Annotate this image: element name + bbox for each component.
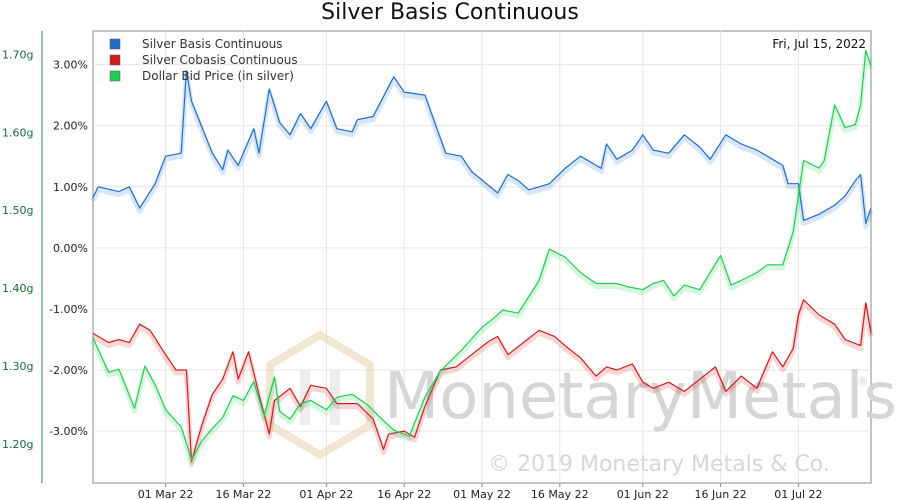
x-tick-label: 01 Jul 22 [774,488,822,500]
left-axis-tick-label: 1.20g [2,438,33,451]
left-axis-tick-label: 1.30g [2,360,33,373]
series-line [92,49,872,461]
x-tick-label: 01 May 22 [453,488,511,500]
watermark-brand: MonetaryMetals [384,360,897,434]
right-axis-tick-label: -1.00% [49,303,88,316]
series-line [92,299,872,463]
legend-swatch [109,54,121,66]
watermark: MonetaryMetals ® © 2019 Monetary Metals … [266,330,897,477]
left-axis-ticks: 1.70g 1.60g 1.50g 1.40g 1.30g 1.20g [2,31,43,483]
left-axis-tick-label: 1.60g [2,126,33,139]
x-axis-ticks: 01 Mar 22 16 Mar 22 01 Apr 22 16 Apr 22 01 M… [138,483,823,500]
x-tick-label: 16 May 22 [531,488,589,500]
series-line-shadow [91,300,874,468]
x-tick-label: 01 Apr 22 [299,488,353,500]
watermark-copyright: © 2019 Monetary Metals & Co. [488,452,830,477]
right-axis-tick-label: -3.00% [49,425,88,438]
right-axis-tick-label: 1.00% [53,181,88,194]
legend-label: Silver Cobasis Continuous [142,53,298,67]
right-axis-ticks: 3.00% 2.00% 1.00% 0.00% -1.00% -2.00% -3.00% [49,59,88,438]
series-line [92,70,872,224]
x-tick-label: 16 Jun 22 [694,488,746,500]
right-axis-tick-label: 0.00% [53,242,88,255]
x-tick-label: 16 Mar 22 [216,488,272,500]
right-axis-tick-label: 3.00% [53,59,88,72]
date-label: Fri, Jul 15, 2022 [772,37,866,51]
x-tick-label: 01 Jun 22 [617,488,669,500]
legend-label: Dollar Bid Price (in silver) [142,69,294,83]
legend-label: Silver Basis Continuous [142,37,283,51]
right-axis-tick-label: -2.00% [49,364,88,377]
left-axis-tick-label: 1.50g [2,204,33,217]
legend: Silver Basis Continuous Silver Cobasis Co… [109,37,298,83]
legend-swatch [109,70,121,82]
legend-swatch [109,38,121,50]
watermark-registered: ® [857,375,869,389]
left-axis-tick-label: 1.40g [2,282,33,295]
x-tick-label: 16 Apr 22 [377,488,431,500]
chart-title: Silver Basis Continuous [321,0,579,25]
left-axis-tick-label: 1.70g [2,48,33,61]
series-line-shadow [90,71,874,229]
gridlines [93,31,871,483]
x-tick-label: 01 Mar 22 [138,488,194,500]
series-layer [90,49,874,468]
series-line-shadow [90,51,874,466]
right-axis-tick-label: 2.00% [53,120,88,133]
